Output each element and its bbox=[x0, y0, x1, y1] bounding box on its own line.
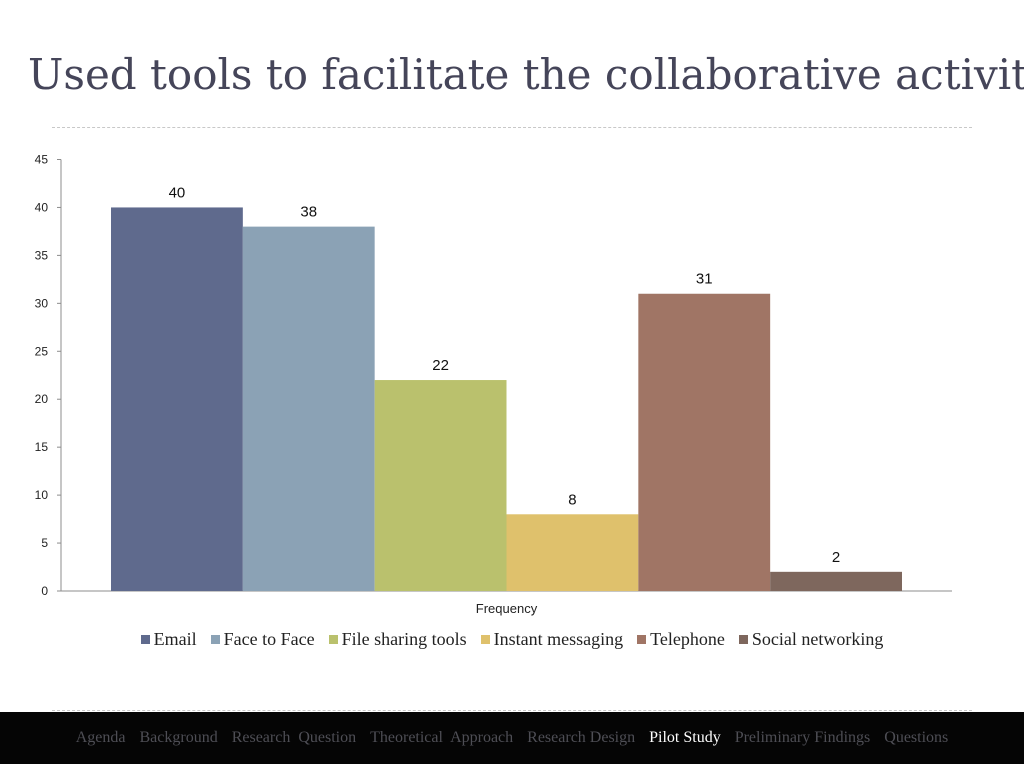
legend-swatch bbox=[480, 635, 490, 644]
data-label: 2 bbox=[832, 549, 840, 566]
y-tick-label: 15 bbox=[35, 440, 49, 454]
bar-chart: 0 5 10 15 20 25 30 35 40 45 40 38 22 8 31 2 Frequency bbox=[35, 153, 952, 616]
legend-item: Telephone bbox=[637, 629, 725, 650]
nav-item-research-design[interactable]: Research Design bbox=[527, 729, 636, 746]
nav-item-agenda[interactable]: Agenda bbox=[75, 729, 126, 746]
legend-label: Telephone bbox=[650, 629, 725, 649]
nav-item-preliminary-findings[interactable]: Preliminary Findings bbox=[734, 729, 871, 746]
navigation-bar: Agenda Background Research Question Theoret… bbox=[0, 712, 1024, 764]
data-label: 31 bbox=[696, 271, 713, 288]
chart-legend: Email Face to Face File sharing tools Insta… bbox=[0, 629, 1024, 650]
data-label: 38 bbox=[300, 204, 317, 221]
y-tick-label: 20 bbox=[35, 392, 49, 406]
bar-1 bbox=[111, 207, 243, 591]
y-tick-label: 10 bbox=[35, 488, 49, 502]
bar-5 bbox=[638, 293, 771, 591]
legend-swatch bbox=[738, 635, 748, 644]
legend-label: Email bbox=[153, 629, 197, 649]
legend-item: Face to Face bbox=[210, 629, 315, 650]
slide-title: Used tools to facilitate the collaborati… bbox=[28, 50, 1024, 99]
legend-item: File sharing tools bbox=[328, 629, 467, 650]
nav-item-questions[interactable]: Questions bbox=[884, 729, 949, 746]
footer-divider bbox=[52, 710, 972, 711]
nav-item-theoretical-approach[interactable]: Theoretical Approach bbox=[370, 729, 514, 746]
x-axis-label: Frequency bbox=[476, 601, 538, 616]
bar-4 bbox=[506, 514, 639, 591]
nav-item-research-question[interactable]: Research Question bbox=[231, 729, 357, 746]
y-tick-label: 40 bbox=[35, 200, 49, 214]
legend-item: Instant messaging bbox=[480, 629, 624, 650]
legend-swatch bbox=[637, 635, 647, 644]
legend-label: Face to Face bbox=[223, 629, 315, 649]
legend-swatch bbox=[328, 635, 338, 644]
legend-item: Email bbox=[140, 629, 197, 650]
y-tick-label: 35 bbox=[35, 248, 49, 262]
y-tick-label: 5 bbox=[41, 536, 48, 550]
nav-item-background[interactable]: Background bbox=[139, 729, 218, 746]
bar-2 bbox=[242, 226, 375, 591]
y-tick-label: 25 bbox=[35, 344, 49, 358]
legend-label: Social networking bbox=[751, 629, 884, 649]
bar-6 bbox=[770, 571, 902, 591]
y-tick-label: 30 bbox=[35, 296, 49, 310]
data-label: 8 bbox=[568, 491, 576, 508]
legend-swatch bbox=[140, 635, 150, 644]
bar-3 bbox=[374, 380, 507, 591]
title-divider bbox=[52, 127, 972, 128]
data-label: 22 bbox=[432, 357, 449, 374]
y-tick-label: 0 bbox=[41, 584, 48, 598]
legend-item: Social networking bbox=[738, 629, 884, 650]
y-tick-label: 45 bbox=[35, 153, 49, 167]
legend-swatch bbox=[210, 635, 220, 644]
legend-label: File sharing tools bbox=[341, 629, 467, 649]
data-label: 40 bbox=[169, 184, 186, 201]
nav-item-pilot-study[interactable]: Pilot Study bbox=[649, 729, 721, 746]
legend-label: Instant messaging bbox=[493, 629, 624, 649]
